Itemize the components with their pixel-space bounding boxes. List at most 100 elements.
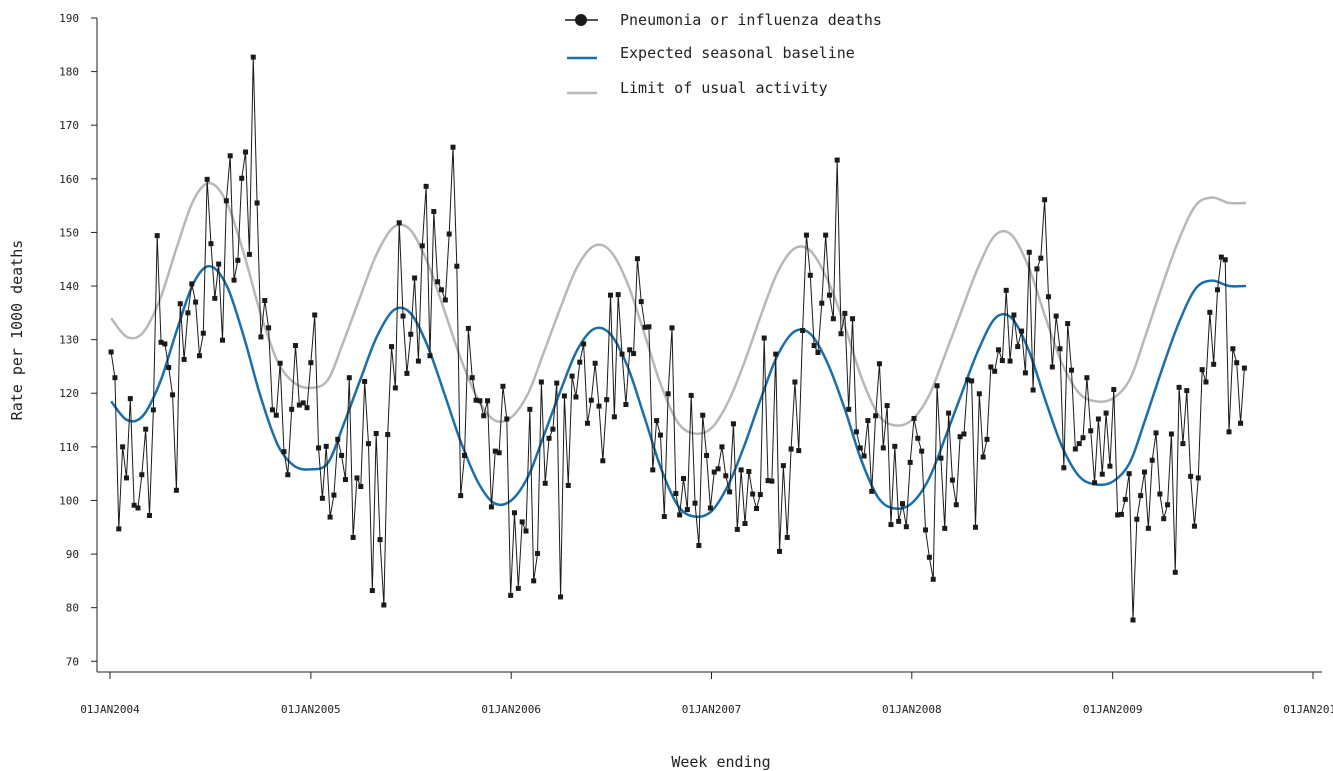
deaths-point [127,396,133,402]
deaths-point [765,478,771,484]
deaths-point [1022,370,1028,376]
deaths-point [1172,569,1178,575]
deaths-point [535,551,541,557]
deaths-point [112,375,118,381]
deaths-point [976,391,982,397]
deaths-point [746,469,752,475]
deaths-point [131,502,137,508]
deaths-point [289,406,295,412]
deaths-point [369,588,375,594]
deaths-point [1019,328,1025,334]
deaths-point [312,312,318,318]
deaths-point [650,467,656,473]
deaths-point [884,403,890,409]
deaths-point [915,435,921,441]
deaths-point [223,198,229,204]
deaths-point [861,453,867,459]
deaths-point [481,413,487,419]
deaths-point [515,585,521,591]
deaths-point [869,488,875,494]
deaths-point [231,277,237,283]
deaths-point [857,445,863,451]
deaths-point [623,402,629,407]
deaths-point [408,331,414,337]
deaths-point [584,420,590,426]
deaths-point [1176,384,1182,390]
deaths-point [634,256,640,262]
deaths-point [1011,312,1017,318]
deaths-point [811,343,817,349]
deaths-point [1218,254,1224,260]
deaths-point [208,241,214,247]
deaths-point [734,526,740,532]
deaths-point [876,361,882,367]
deaths-point [365,441,371,447]
deaths-point [873,413,879,419]
deaths-point [438,287,444,293]
deaths-point [911,415,917,421]
y-tick-label: 100 [59,494,79,507]
legend-label-baseline: Expected seasonal baseline [620,44,855,62]
deaths-point [1003,287,1009,293]
deaths-point [999,358,1005,364]
deaths-point [1045,294,1051,300]
deaths-point [807,272,813,278]
deaths-point [123,475,129,481]
deaths-point [865,418,871,424]
deaths-point [120,444,126,450]
deaths-point [561,393,567,399]
deaths-point [254,200,260,206]
deaths-point [1215,287,1221,293]
deaths-point [1203,379,1209,385]
deaths-point [899,501,905,507]
deaths-point [492,448,498,454]
deaths-point [285,472,291,478]
deaths-point [573,394,579,400]
y-tick-label: 90 [66,548,79,561]
deaths-point [269,407,275,413]
legend-item-deaths: Pneumonia or influenza deaths [565,11,882,29]
deaths-point [193,299,199,305]
y-tick-label: 180 [59,66,79,79]
deaths-point [362,378,368,384]
deaths-point [1115,512,1121,518]
deaths-point [250,54,256,60]
deaths-point [316,445,322,451]
deaths-point [246,251,252,257]
deaths-point [116,526,122,532]
deaths-point [465,325,471,331]
deaths-point [508,592,514,598]
deaths-point [1149,457,1155,463]
deaths-point [965,377,971,383]
deaths-point [1161,516,1167,522]
deaths-point [608,292,614,298]
legend-label-limit: Limit of usual activity [620,79,828,97]
deaths-point [354,475,360,481]
deaths-point [696,542,702,548]
deaths-point [669,325,675,331]
deaths-point [688,392,694,398]
deaths-point [1180,441,1186,447]
deaths-point [554,380,560,386]
legend-label-deaths: Pneumonia or influenza deaths [620,11,882,29]
deaths-point [504,416,510,422]
deaths-point [803,232,809,238]
deaths-point [896,518,902,524]
deaths-point [204,176,210,182]
deaths-point [600,458,606,464]
legend-marker-deaths [575,14,587,26]
deaths-point [373,430,379,436]
deaths-point [1034,266,1040,272]
deaths-point [754,506,759,511]
deaths-point [711,469,717,475]
deaths-point [1226,429,1232,435]
deaths-point [154,233,160,239]
deaths-point [400,313,406,319]
deaths-point [581,341,587,347]
deaths-point [715,466,721,472]
deaths-point [638,299,644,305]
deaths-point [542,480,548,486]
x-axis-title: Week ending [671,753,770,771]
deaths-point [1142,469,1148,475]
